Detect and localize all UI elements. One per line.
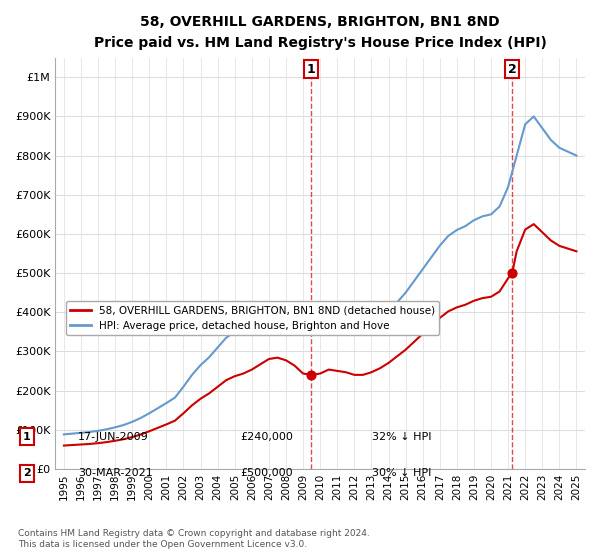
Text: 2: 2: [508, 63, 517, 76]
Point: [306, 370, 316, 379]
Text: 32% ↓ HPI: 32% ↓ HPI: [372, 432, 431, 442]
Text: 1: 1: [23, 432, 31, 442]
Point: [508, 269, 517, 278]
Text: 30% ↓ HPI: 30% ↓ HPI: [372, 468, 431, 478]
Legend: 58, OVERHILL GARDENS, BRIGHTON, BN1 8ND (detached house), HPI: Average price, de: 58, OVERHILL GARDENS, BRIGHTON, BN1 8ND …: [66, 301, 439, 335]
Text: £240,000: £240,000: [240, 432, 293, 442]
Text: 30-MAR-2021: 30-MAR-2021: [78, 468, 153, 478]
Title: 58, OVERHILL GARDENS, BRIGHTON, BN1 8ND
Price paid vs. HM Land Registry's House : 58, OVERHILL GARDENS, BRIGHTON, BN1 8ND …: [94, 15, 547, 50]
Text: £500,000: £500,000: [240, 468, 293, 478]
Text: Contains HM Land Registry data © Crown copyright and database right 2024.
This d: Contains HM Land Registry data © Crown c…: [18, 529, 370, 549]
Text: 2: 2: [23, 468, 31, 478]
Text: 1: 1: [307, 63, 316, 76]
Text: 17-JUN-2009: 17-JUN-2009: [78, 432, 149, 442]
